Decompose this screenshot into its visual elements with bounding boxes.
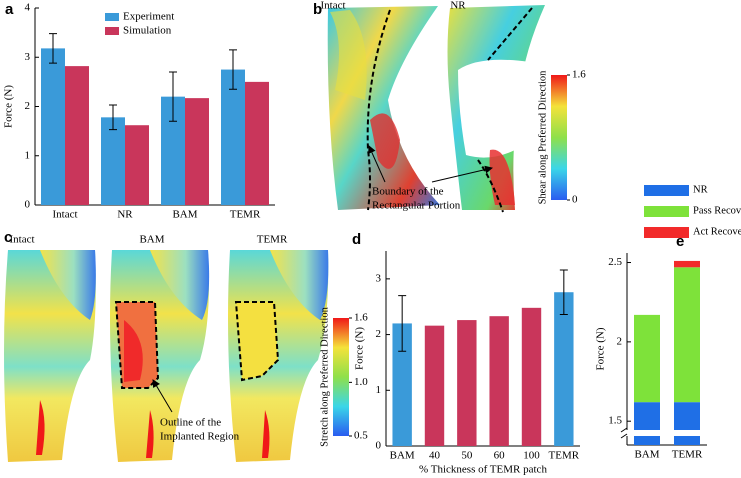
x-tick-label: 50 bbox=[461, 450, 473, 462]
y-tick-label: 1 bbox=[376, 384, 382, 396]
colorbar bbox=[333, 318, 349, 436]
panel-label: a bbox=[5, 1, 14, 18]
x-tick-label: BAM bbox=[390, 450, 415, 462]
x-tick-label: NR bbox=[117, 209, 133, 221]
annotation: Outline of the bbox=[160, 417, 221, 429]
bar-segment bbox=[674, 267, 700, 403]
legend-swatch bbox=[105, 27, 119, 35]
bar bbox=[65, 66, 89, 206]
x-tick-label: 40 bbox=[429, 450, 441, 462]
colorbar-label: Stretch along Preferred Direction bbox=[319, 306, 330, 446]
bar bbox=[392, 323, 412, 446]
heatmap-image-c bbox=[4, 250, 329, 462]
bar bbox=[489, 316, 509, 446]
image-label: Intact bbox=[9, 234, 34, 246]
panel-label: b bbox=[313, 1, 322, 18]
bar bbox=[221, 69, 245, 205]
image-label: NR bbox=[450, 0, 466, 12]
y-tick-label: 1 bbox=[25, 149, 31, 161]
annotation: Rectangular Portion bbox=[372, 200, 461, 212]
heatmap-image-b bbox=[327, 5, 545, 213]
error-bar bbox=[109, 104, 117, 131]
panel-label: e bbox=[676, 233, 684, 250]
colorbar-label: Shear along Preferred Direction bbox=[537, 70, 548, 205]
bar bbox=[457, 320, 477, 446]
legend-swatch bbox=[644, 206, 689, 217]
y-tick-label: 1.5 bbox=[608, 415, 622, 427]
x-tick-label: 100 bbox=[523, 450, 540, 462]
y-tick-label: 4 bbox=[25, 2, 31, 14]
x-tick-label: 60 bbox=[494, 450, 506, 462]
legend-label: Experiment bbox=[123, 11, 174, 23]
colorbar-tick-label: 1.0 bbox=[354, 376, 368, 388]
image-label: BAM bbox=[139, 234, 164, 246]
bar bbox=[554, 292, 574, 446]
colorbar-tick-label: 0 bbox=[572, 194, 578, 206]
legend-label: NR bbox=[693, 184, 708, 195]
bar bbox=[101, 117, 125, 205]
error-bar bbox=[229, 49, 237, 90]
y-tick-label: 2 bbox=[376, 328, 382, 340]
bar bbox=[185, 98, 209, 205]
colorbar bbox=[551, 75, 567, 200]
error-bar bbox=[49, 33, 57, 64]
colorbar-tick-label: 1.6 bbox=[572, 69, 586, 81]
colorbar-tick-label: 1.6 bbox=[354, 312, 368, 324]
y-tick-label: 3 bbox=[25, 51, 31, 63]
y-tick-label: 0 bbox=[376, 440, 382, 452]
error-bar bbox=[169, 71, 177, 122]
y-tick-label: 3 bbox=[376, 272, 382, 284]
y-tick-label: 2 bbox=[25, 100, 31, 112]
legend-swatch bbox=[644, 185, 689, 196]
y-tick-label: 2.5 bbox=[608, 256, 622, 268]
x-tick-label: Intact bbox=[52, 209, 77, 221]
bar bbox=[245, 81, 269, 205]
legend-swatch bbox=[644, 227, 689, 238]
y-axis-label: Force (N) bbox=[595, 327, 607, 370]
legend-swatch bbox=[105, 13, 119, 21]
bar-segment bbox=[674, 402, 700, 445]
axis-break-mark bbox=[620, 427, 628, 439]
panel-label: c bbox=[4, 229, 12, 246]
error-bar bbox=[398, 295, 407, 352]
x-tick-label: TEMR bbox=[549, 450, 580, 462]
annotation: Boundary of the bbox=[372, 186, 444, 198]
y-axis-label: Force (N) bbox=[354, 327, 366, 370]
x-axis-label: % Thickness of TEMR patch bbox=[419, 464, 547, 476]
y-tick-label: 0 bbox=[25, 199, 31, 211]
bar bbox=[424, 325, 445, 446]
bar-segment bbox=[634, 314, 660, 403]
bar-segment bbox=[674, 260, 700, 268]
axis-break bbox=[621, 430, 707, 436]
legend-label: Act Recovery bbox=[693, 226, 741, 237]
image-label: TEMR bbox=[257, 234, 288, 246]
legend-label: Pass Recovery bbox=[693, 205, 741, 216]
annotation: Implanted Region bbox=[160, 431, 240, 443]
y-tick-label: 2 bbox=[617, 335, 623, 347]
bar-segment bbox=[634, 402, 660, 445]
x-tick-label: BAM bbox=[172, 209, 197, 221]
x-tick-label: TEMR bbox=[230, 209, 261, 221]
panel-label: d bbox=[352, 231, 361, 248]
colorbar-tick-label: 0.5 bbox=[354, 430, 368, 442]
image-label: Intact bbox=[320, 0, 345, 12]
y-axis-label: Force (N) bbox=[3, 85, 15, 128]
bar bbox=[521, 307, 542, 446]
error-bar bbox=[559, 269, 568, 316]
x-tick-label: BAM bbox=[634, 449, 659, 461]
x-tick-label: TEMR bbox=[672, 449, 703, 461]
bar bbox=[125, 125, 149, 205]
legend-label: Simulation bbox=[123, 25, 172, 37]
bar bbox=[41, 48, 65, 206]
